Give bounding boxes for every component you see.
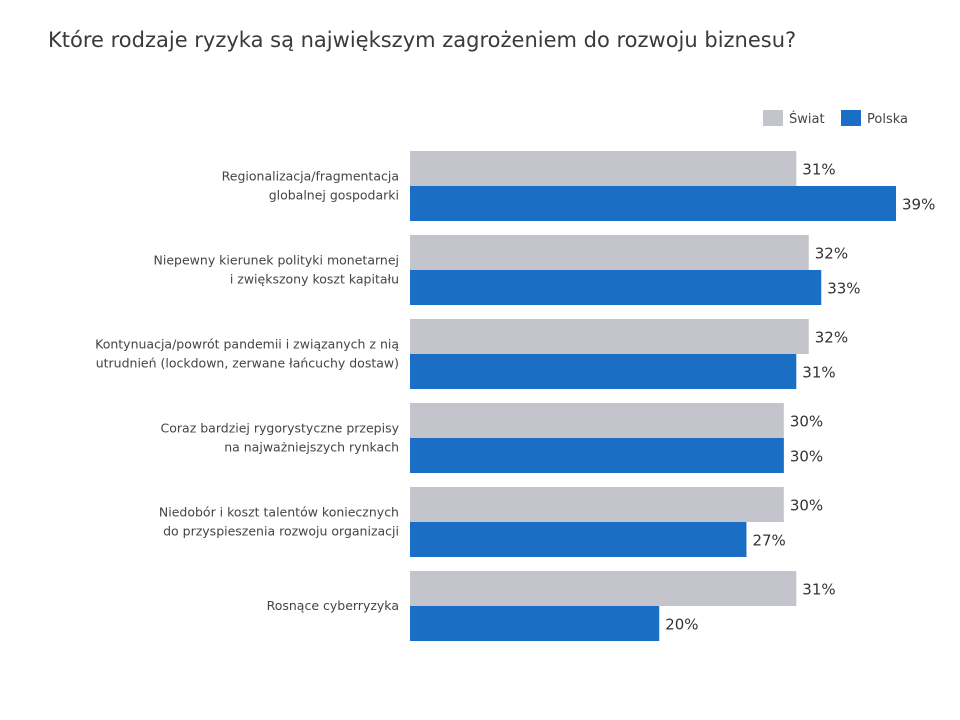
bar-polska: [410, 186, 896, 221]
data-label: 32%: [815, 329, 848, 347]
category-label: Niedobór i koszt talentów koniecznych: [159, 505, 399, 520]
chart-title: Które rodzaje ryzyka są największym zagr…: [48, 28, 797, 52]
category-label: do przyspieszenia rozwoju organizacji: [163, 524, 399, 539]
bar-swiat: [410, 151, 797, 186]
legend-label-0: Świat: [789, 111, 825, 127]
category-label: Rosnące cyberryzyka: [267, 598, 399, 613]
data-label: 31%: [802, 364, 835, 382]
data-label: 31%: [802, 161, 835, 179]
bar-polska: [410, 270, 822, 305]
bar-polska: [410, 522, 747, 557]
data-label: 32%: [815, 245, 848, 263]
bar-swiat: [410, 487, 784, 522]
category-label: globalnej gospodarki: [269, 188, 399, 203]
data-label: 39%: [902, 196, 935, 214]
category-label: utrudnień (lockdown, zerwane łańcuchy do…: [96, 356, 399, 371]
category-label: i zwiększony koszt kapitału: [230, 272, 399, 287]
bar-polska: [410, 354, 797, 389]
legend-swatch-0: [763, 110, 783, 126]
data-label: 20%: [665, 616, 698, 634]
category-label: na najważniejszych rynkach: [224, 440, 399, 455]
bar-polska: [410, 606, 660, 641]
category-label: Kontynuacja/powrót pandemii i związanych…: [95, 337, 399, 352]
bar-swiat: [410, 319, 809, 354]
category-label: Regionalizacja/fragmentacja: [222, 169, 399, 184]
legend-swatch-1: [841, 110, 861, 126]
bar-swiat: [410, 571, 797, 606]
data-label: 30%: [790, 448, 823, 466]
legend-label-1: Polska: [867, 112, 908, 127]
category-label: Coraz bardziej rygorystyczne przepisy: [161, 421, 400, 436]
data-label: 30%: [790, 413, 823, 431]
data-label: 33%: [827, 280, 860, 298]
data-label: 30%: [790, 497, 823, 515]
data-label: 27%: [752, 532, 785, 550]
data-label: 31%: [802, 581, 835, 599]
bar-swiat: [410, 403, 784, 438]
bar-swiat: [410, 235, 809, 270]
bar-polska: [410, 438, 784, 473]
category-label: Niepewny kierunek polityki monetarnej: [154, 253, 399, 268]
